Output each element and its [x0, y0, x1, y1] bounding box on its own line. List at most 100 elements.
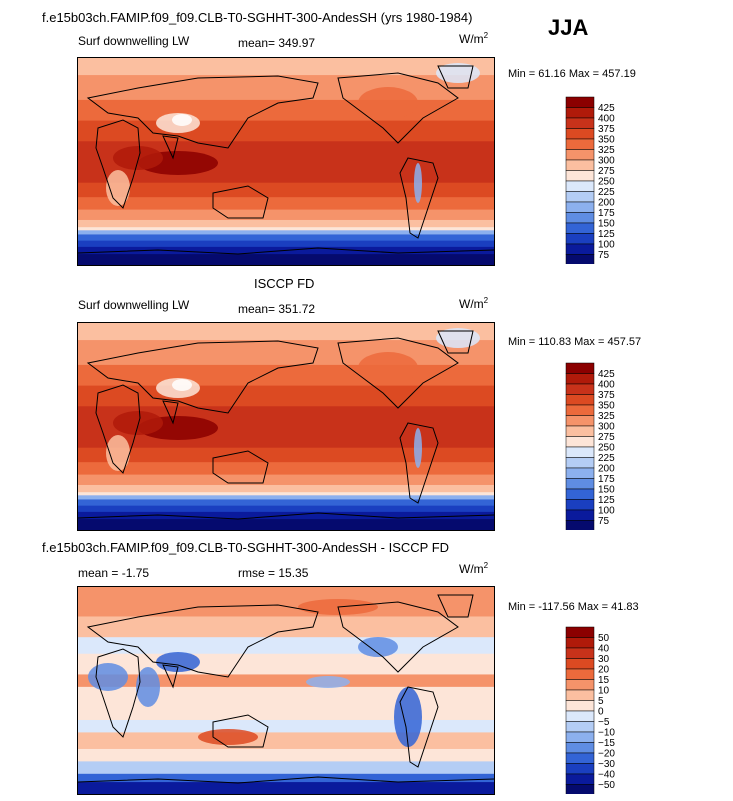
- panel-1-units: W/m2: [459, 31, 489, 46]
- colorbar-box: [565, 394, 595, 406]
- colorbar-box: [565, 520, 595, 532]
- colorbar-tick-label: 40: [598, 644, 610, 655]
- colorbar-box: [565, 180, 595, 192]
- field-band: [78, 233, 494, 241]
- field-band: [78, 505, 494, 512]
- field-anomaly: [394, 687, 422, 747]
- field-anomaly: [414, 163, 422, 203]
- colorbar-box: [565, 784, 595, 796]
- field-band: [78, 653, 494, 675]
- colorbar-box: [565, 499, 595, 511]
- colorbar-box: [565, 373, 595, 385]
- panel-1-map: [77, 57, 495, 266]
- field-anomaly: [436, 63, 480, 83]
- field-anomaly: [358, 352, 418, 384]
- colorbar-box: [565, 362, 595, 374]
- field-anomaly: [113, 146, 163, 170]
- colorbar-box: [565, 128, 595, 140]
- coastline: [95, 119, 141, 209]
- field-band: [78, 781, 494, 794]
- colorbar-tick-label: −20: [598, 749, 615, 760]
- field-band: [78, 494, 494, 500]
- colorbar-tick-label: 325: [598, 411, 615, 422]
- colorbar-box: [565, 425, 595, 437]
- field-band: [78, 474, 494, 485]
- field-anomaly: [172, 114, 192, 126]
- colorbar-box: [565, 773, 595, 785]
- colorbar-tick-label: 225: [598, 187, 615, 198]
- colorbar-tick-label: 200: [598, 198, 615, 209]
- field-anomaly: [88, 663, 128, 691]
- colorbar-box: [565, 752, 595, 764]
- coastline: [399, 422, 439, 504]
- field-band: [78, 518, 494, 530]
- field-band: [78, 447, 494, 463]
- field-band: [78, 196, 494, 210]
- colorbar-box: [565, 731, 595, 743]
- colorbar-tick-label: 75: [598, 516, 610, 527]
- colorbar-box: [565, 446, 595, 458]
- coastline: [212, 185, 269, 219]
- field-band: [78, 240, 494, 247]
- field-anomaly: [436, 328, 480, 348]
- panel-2-colorbar: 425 400 375 350 325 300 275 250 225 200 175 150 125 1…: [565, 362, 625, 535]
- colorbar-tick-label: 400: [598, 380, 615, 391]
- colorbar-tick-label: 275: [598, 432, 615, 443]
- panel-1-variable-label: Surf downwelling LW: [78, 34, 190, 48]
- colorbar-box: [565, 488, 595, 500]
- colorbar-box: [565, 478, 595, 490]
- colorbar-tick-label: 125: [598, 229, 615, 240]
- colorbar-box: [565, 700, 595, 712]
- colorbar-tick-label: 225: [598, 453, 615, 464]
- panel-2-title: ISCCP FD: [254, 276, 315, 291]
- coastline: [86, 75, 319, 149]
- coastline: [399, 157, 439, 239]
- coastline: [78, 247, 494, 255]
- panel-1-title: f.e15b03ch.FAMIP.f09_f09.CLB-T0-SGHHT-30…: [42, 10, 473, 25]
- coastline: [95, 384, 141, 474]
- colorbar-box: [565, 668, 595, 680]
- field-anomaly: [358, 87, 418, 119]
- colorbar-tick-label: 75: [598, 250, 610, 261]
- field-band: [78, 498, 494, 506]
- colorbar-box: [565, 243, 595, 255]
- colorbar-box: [565, 721, 595, 733]
- field-band: [78, 120, 494, 142]
- panel-1-mean: mean= 349.97: [238, 36, 316, 50]
- colorbar-tick-label: 250: [598, 443, 615, 454]
- panel-2-map-field: [78, 323, 494, 530]
- colorbar-tick-label: −15: [598, 738, 615, 749]
- panel-3-mean: mean = -1.75: [78, 566, 150, 580]
- field-band: [78, 339, 494, 365]
- season-label: JJA: [548, 15, 589, 40]
- field-band: [78, 253, 494, 265]
- field-band: [78, 719, 494, 733]
- colorbar-tick-label: 350: [598, 135, 615, 146]
- panel-3-minmax: Min = -117.56 Max = 41.83: [508, 601, 639, 613]
- colorbar-tick-label: −40: [598, 770, 615, 781]
- colorbar-box: [565, 107, 595, 119]
- field-anomaly: [113, 411, 163, 435]
- colorbar-tick-label: 425: [598, 369, 615, 380]
- field-band: [78, 219, 494, 228]
- colorbar-box: [565, 170, 595, 182]
- field-anomaly: [414, 428, 422, 468]
- field-band: [78, 748, 494, 762]
- colorbar-tick-label: 50: [598, 633, 610, 644]
- coastline: [212, 714, 269, 748]
- coastline: [337, 601, 459, 673]
- colorbar-tick-label: −5: [598, 717, 610, 728]
- coastline: [437, 65, 474, 89]
- field-band: [78, 587, 494, 617]
- colorbar-tick-label: 175: [598, 474, 615, 485]
- field-band: [78, 209, 494, 220]
- colorbar-box: [565, 201, 595, 213]
- coastline: [86, 604, 319, 678]
- colorbar-tick-label: 30: [598, 654, 610, 665]
- colorbar-tick-label: 375: [598, 390, 615, 401]
- colorbar-tick-label: 275: [598, 166, 615, 177]
- colorbar-tick-label: 325: [598, 145, 615, 156]
- colorbar-tick-label: 100: [598, 240, 615, 251]
- field-anomaly: [198, 729, 258, 745]
- field-anomaly: [156, 652, 200, 672]
